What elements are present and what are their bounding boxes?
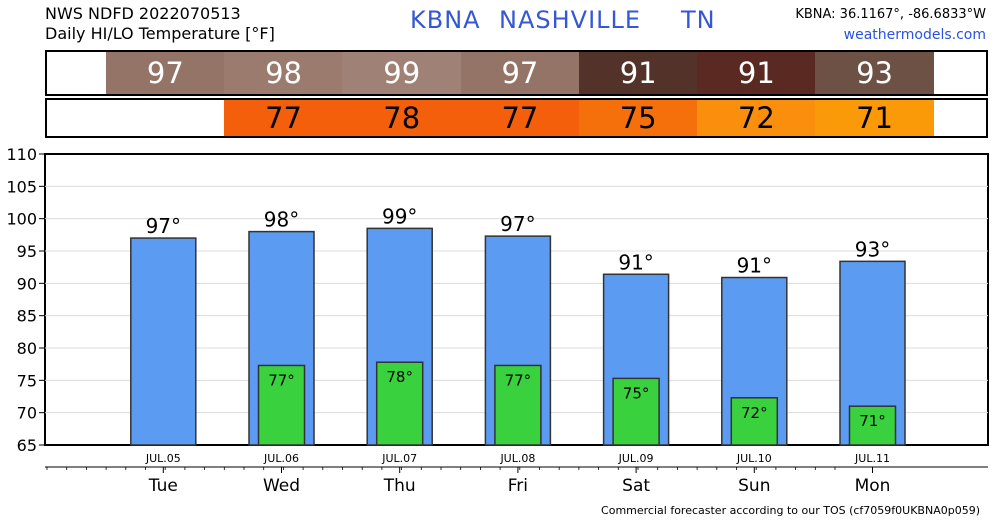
- date-label-fri: JUL.08: [499, 452, 535, 465]
- state-code: TN: [681, 6, 716, 34]
- y-tick-label-105: 105: [6, 177, 37, 196]
- lo-label-fri: 77°: [505, 371, 532, 389]
- date-label-thu: JUL.07: [381, 452, 417, 465]
- hi-cell-2: 98: [224, 52, 343, 94]
- hi-label-thu: 99°: [382, 204, 417, 228]
- y-tick-label-100: 100: [6, 210, 37, 229]
- product-label: Daily HI/LO Temperature [°F]: [45, 24, 275, 43]
- y-tick-label-70: 70: [17, 404, 37, 423]
- hi-label-mon: 93°: [855, 237, 890, 261]
- date-label-sun: JUL.10: [736, 452, 772, 465]
- city-name: NASHVILLE: [499, 6, 642, 34]
- hi-label-sun: 91°: [737, 254, 772, 278]
- hi-cell-7: 93: [815, 52, 934, 94]
- lo-cell-7: 71: [815, 100, 934, 136]
- day-label-tue: Tue: [148, 476, 178, 496]
- lo-bar-mon: [848, 405, 897, 446]
- y-tick-label-95: 95: [17, 242, 37, 261]
- lo-bar-thu: [375, 361, 424, 446]
- day-label-mon: Mon: [855, 476, 891, 496]
- coords-label: KBNA: 36.1167°, -86.6833°W: [795, 7, 986, 22]
- lo-cell-1: [106, 100, 225, 136]
- hi-cell-3: 99: [342, 52, 462, 94]
- hi-label-wed: 98°: [264, 208, 299, 232]
- lo-bar-wed: [257, 364, 306, 446]
- lo-cell-4: 77: [460, 100, 580, 136]
- day-label-thu: Thu: [383, 476, 416, 496]
- header-right: KBNA: 36.1167°, -86.6833°W weathermodels…: [795, 5, 986, 45]
- hi-bar-tue: [130, 237, 197, 446]
- date-label-tue: JUL.05: [145, 452, 181, 465]
- hi-cell-5: 91: [578, 52, 698, 94]
- low-temp-strip: 77 78 77 75 72 71: [45, 98, 988, 138]
- date-label-wed: JUL.06: [263, 452, 299, 465]
- date-label-mon: JUL.11: [854, 452, 890, 465]
- lo-cell-2: 77: [224, 100, 343, 136]
- lo-cell-3: 78: [342, 100, 462, 136]
- day-label-fri: Fri: [508, 476, 528, 496]
- y-tick-label-75: 75: [17, 371, 37, 390]
- source-label: NWS NDFD 2022070513: [45, 4, 241, 23]
- lo-bar-fri: [494, 364, 542, 446]
- footer-note: Commercial forecaster according to our T…: [601, 504, 980, 517]
- hi-cell-1: 97: [106, 52, 225, 94]
- lo-label-sun: 72°: [741, 404, 768, 422]
- y-tick-label-85: 85: [17, 307, 37, 326]
- hi-label-fri: 97°: [500, 212, 535, 236]
- y-tick-label-90: 90: [17, 274, 37, 293]
- lo-bar-sun: [730, 397, 779, 446]
- hi-cell-4: 97: [460, 52, 580, 94]
- y-tick-label-110: 110: [6, 145, 37, 164]
- high-temp-strip: 97 98 99 97 91 91 93: [45, 50, 988, 96]
- lo-label-mon: 71°: [859, 412, 886, 430]
- y-tick-label-65: 65: [17, 436, 37, 455]
- lo-cell-5: 75: [578, 100, 698, 136]
- hi-label-tue: 97°: [146, 214, 181, 238]
- day-label-wed: Wed: [263, 476, 300, 496]
- header-left: NWS NDFD 2022070513 Daily HI/LO Temperat…: [45, 4, 275, 44]
- lo-label-thu: 78°: [386, 368, 413, 386]
- lo-cell-6: 72: [697, 100, 816, 136]
- site-link[interactable]: weathermodels.com: [843, 27, 986, 43]
- lo-label-sat: 75°: [623, 384, 650, 402]
- y-tick-label-80: 80: [17, 339, 37, 358]
- hi-label-sat: 91°: [618, 250, 653, 274]
- lo-bar-sat: [612, 377, 660, 446]
- station-code: KBNA: [410, 6, 481, 34]
- date-label-sat: JUL.09: [618, 452, 654, 465]
- hi-cell-6: 91: [697, 52, 816, 94]
- day-label-sun: Sun: [738, 476, 770, 496]
- day-label-sat: Sat: [622, 476, 650, 496]
- lo-label-wed: 77°: [268, 371, 295, 389]
